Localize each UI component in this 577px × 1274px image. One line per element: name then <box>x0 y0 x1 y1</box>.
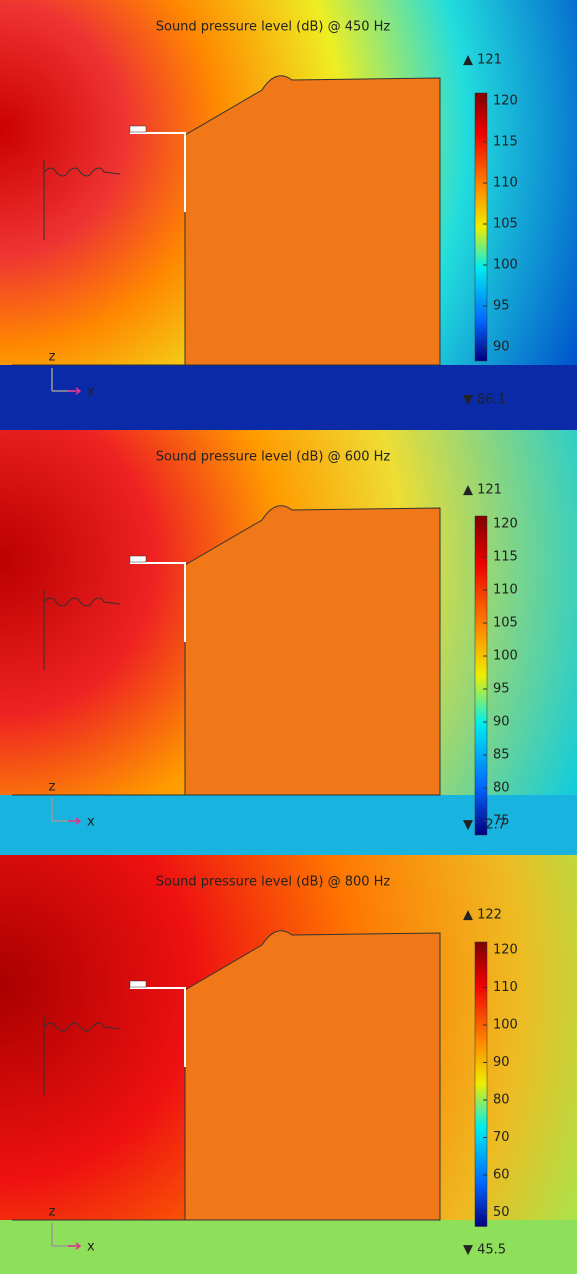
colorbar-tick-label: 80 <box>493 781 510 796</box>
axis-z-label: z <box>49 1205 56 1220</box>
colorbar-tick-label: 120 <box>493 943 518 958</box>
colorbar-tick-label: 105 <box>493 217 518 232</box>
colorbar-tick-label: 95 <box>493 682 510 697</box>
colorbar-tick-label: 120 <box>493 517 518 532</box>
max-label: ▲ 122 <box>463 908 502 923</box>
axis-x-label: x <box>87 385 95 400</box>
left-boundary <box>12 1015 185 1221</box>
axis-z-label: z <box>49 350 56 365</box>
colorbar-tick-label: 115 <box>493 550 518 565</box>
min-label: ▼ 86.1 <box>463 393 506 408</box>
max-label: ▲ 121 <box>463 53 502 68</box>
colorbar-tick-label: 90 <box>493 340 510 355</box>
colorbar-tick-label: 95 <box>493 299 510 314</box>
axis-z-label: z <box>49 780 56 795</box>
colorbar-tick-label: 100 <box>493 258 518 273</box>
panel: Sound pressure level (dB) @ 600 Hz▲ 121▼… <box>0 430 577 855</box>
colorbar-tick-label: 100 <box>493 1018 518 1033</box>
colorbar-tick-label: 120 <box>493 94 518 109</box>
colorbar <box>474 941 488 1227</box>
colorbar-tick-label: 110 <box>493 583 518 598</box>
axis-x-label: x <box>87 815 95 830</box>
colorbar-tick-label: 80 <box>493 1093 510 1108</box>
plot-title: Sound pressure level (dB) @ 800 Hz <box>156 875 391 890</box>
bottom-strip <box>0 365 577 430</box>
left-boundary <box>12 590 185 796</box>
port <box>129 555 147 563</box>
colorbar-tick-label: 50 <box>493 1205 510 1220</box>
colorbar-tick-label: 85 <box>493 748 510 763</box>
colorbar-tick-label: 60 <box>493 1168 510 1183</box>
axis-x-arrow <box>68 817 82 825</box>
min-label: ▼ 45.5 <box>463 1243 506 1258</box>
colorbar-tick-label: 90 <box>493 715 510 730</box>
panel: Sound pressure level (dB) @ 450 Hz ▲ 121 ▼… <box>0 0 577 430</box>
plot-title: Sound pressure level (dB) @ 450 Hz <box>156 20 391 35</box>
colorbar-tick-label: 75 <box>493 814 510 829</box>
colorbar-tick-label: 100 <box>493 649 518 664</box>
colorbar-tick-label: 110 <box>493 176 518 191</box>
domain <box>184 505 441 796</box>
colorbar <box>474 92 488 362</box>
axis-x-arrow <box>68 1242 82 1250</box>
port <box>129 125 147 133</box>
wall <box>130 132 186 212</box>
port <box>129 980 147 988</box>
panel: Sound pressure level (dB) @ 800 Hz ▲ 122 ▼… <box>0 855 577 1274</box>
wall <box>130 987 186 1067</box>
max-label: ▲ 121 <box>463 483 502 498</box>
colorbar-tick-label: 90 <box>493 1055 510 1070</box>
axis-x-label: x <box>87 1240 95 1255</box>
domain <box>184 930 441 1221</box>
left-boundary <box>12 160 185 366</box>
colorbar-tick-label: 115 <box>493 135 518 150</box>
colorbar-tick-label: 70 <box>493 1130 510 1145</box>
domain <box>184 75 441 366</box>
plot-title: Sound pressure level (dB) @ 600 Hz <box>156 450 391 465</box>
colorbar-tick-label: 105 <box>493 616 518 631</box>
axis-x-arrow <box>68 387 82 395</box>
bottom-strip <box>0 1220 577 1274</box>
colorbar-tick-label: 110 <box>493 980 518 995</box>
colorbar <box>474 515 488 836</box>
wall <box>130 562 186 642</box>
